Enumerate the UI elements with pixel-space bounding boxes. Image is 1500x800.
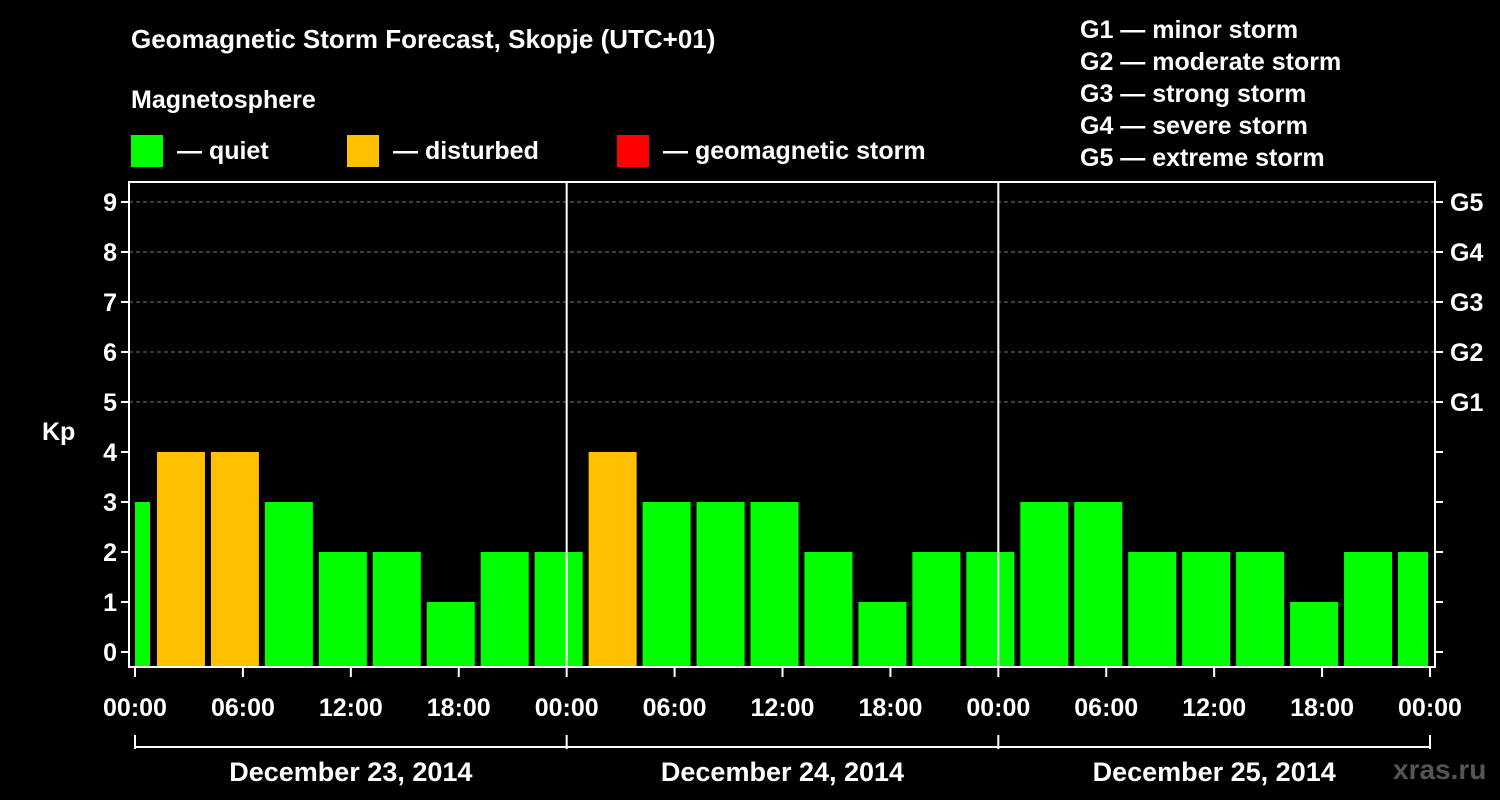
- kp-bar: [534, 552, 583, 667]
- legend-label-storm: — geomagnetic storm: [663, 136, 926, 165]
- x-tick-label: 18:00: [858, 694, 922, 722]
- kp-bar: [1290, 602, 1339, 667]
- kp-bar: [264, 502, 313, 667]
- chart-title: Geomagnetic Storm Forecast, Skopje (UTC+…: [131, 24, 716, 54]
- g-scale-item: G4 — severe storm: [1080, 112, 1308, 140]
- tick-labels: 0 1 2 3 4 5 6 7 8 9 G1 G2 G3 G4 G5 Kp 00:00 06:00 12:00 18:…: [42, 189, 1483, 787]
- y-tick-label: 5: [103, 389, 117, 417]
- kp-bar: [642, 502, 691, 667]
- x-tick-label: 18:00: [1290, 694, 1354, 722]
- kp-bar: [1182, 552, 1231, 667]
- kp-bar: [858, 602, 907, 667]
- kp-bar: [1020, 502, 1069, 667]
- x-tick-label: 18:00: [427, 694, 491, 722]
- g-scale-item: G5 — extreme storm: [1080, 144, 1325, 172]
- legend-disturbed: — disturbed: [347, 134, 539, 168]
- g-scale-item: G1 — minor storm: [1080, 16, 1299, 44]
- y-tick-label: 4: [103, 439, 117, 467]
- kp-bar: [135, 502, 150, 667]
- kp-bar: [480, 552, 529, 667]
- kp-bar: [1074, 502, 1123, 667]
- x-tick-label: 00:00: [1398, 694, 1462, 722]
- g-scale-legend: G1 — minor storm G2 — moderate storm G3 …: [1080, 14, 1341, 174]
- g-tick-label: G5: [1450, 189, 1483, 217]
- g-tick-label: G4: [1450, 239, 1483, 267]
- kp-bar: [156, 452, 205, 667]
- g-scale-item: G3 — strong storm: [1080, 80, 1307, 108]
- kp-bar: [750, 502, 799, 667]
- y-tick-label: 0: [103, 639, 117, 667]
- magnetosphere-label: Magnetosphere: [131, 86, 316, 114]
- g-scale-item: G2 — moderate storm: [1080, 48, 1342, 76]
- x-tick-label: 12:00: [1182, 694, 1246, 722]
- x-tick-label: 00:00: [966, 694, 1030, 722]
- x-tick-label: 06:00: [211, 694, 275, 722]
- kp-bar: [318, 552, 367, 667]
- legend-swatch-quiet: [131, 135, 163, 167]
- kp-bar: [1128, 552, 1177, 667]
- x-tick-label: 00:00: [103, 694, 167, 722]
- legend-quiet: — quiet: [131, 134, 269, 168]
- kp-bar: [372, 552, 421, 667]
- kp-bar: [1398, 552, 1428, 667]
- y-tick-label: 1: [103, 589, 117, 617]
- y-axis-label: Kp: [42, 418, 75, 446]
- kp-bar: [966, 552, 1015, 667]
- y-tick-label: 2: [103, 539, 117, 567]
- y-tick-label: 7: [103, 289, 117, 317]
- bars: [135, 452, 1428, 667]
- x-tick-label: 12:00: [319, 694, 383, 722]
- g-tick-label: G3: [1450, 289, 1483, 317]
- kp-bar: [588, 452, 637, 667]
- y-tick-label: 8: [103, 239, 117, 267]
- g-tick-label: G2: [1450, 339, 1483, 367]
- day-label: December 25, 2014: [1093, 757, 1336, 787]
- legend-swatch-disturbed: [347, 135, 379, 167]
- legend-storm: — geomagnetic storm: [617, 134, 926, 168]
- kp-bar: [912, 552, 961, 667]
- legend-swatch-storm: [617, 135, 649, 167]
- x-tick-label: 06:00: [1074, 694, 1138, 722]
- g-tick-label: G1: [1450, 389, 1483, 417]
- y-tick-label: 9: [103, 189, 117, 217]
- legend-label-quiet: — quiet: [177, 136, 269, 165]
- kp-bar: [804, 552, 853, 667]
- legend-label-disturbed: — disturbed: [393, 136, 539, 165]
- kp-bar: [210, 452, 259, 667]
- x-tick-label: 06:00: [643, 694, 707, 722]
- kp-bar: [1344, 552, 1393, 667]
- kp-bar: [696, 502, 745, 667]
- axes: [121, 181, 1443, 749]
- kp-bar: [426, 602, 475, 667]
- x-tick-label: 00:00: [535, 694, 599, 722]
- y-tick-label: 3: [103, 489, 117, 517]
- day-label: December 23, 2014: [229, 757, 472, 787]
- x-tick-label: 12:00: [751, 694, 815, 722]
- watermark: xras.ru: [1393, 754, 1487, 785]
- kp-bar: [1236, 552, 1285, 667]
- day-label: December 24, 2014: [661, 757, 904, 787]
- y-tick-label: 6: [103, 339, 117, 367]
- grid-lines: [129, 201, 1435, 403]
